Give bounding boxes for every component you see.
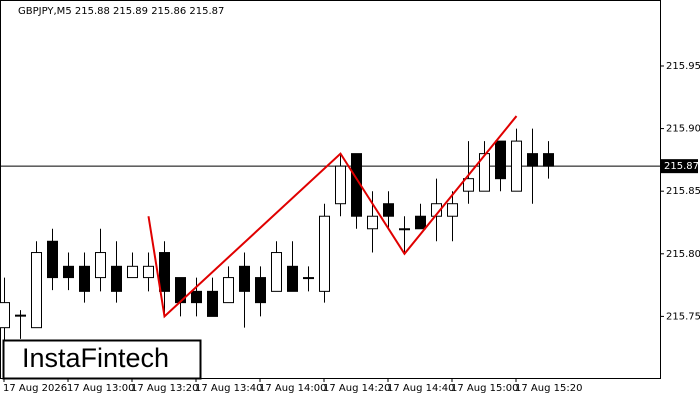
candle-body	[463, 178, 474, 192]
chart-title: GBPJPY,M5 215.88 215.89 215.86 215.87	[18, 6, 224, 17]
candle-body	[223, 277, 234, 304]
candle-body	[31, 252, 42, 329]
candle-body	[383, 203, 394, 217]
last-price-label: 215.87	[664, 161, 699, 172]
candle-body	[239, 265, 250, 292]
candle-body	[431, 203, 442, 217]
candle-body	[143, 265, 154, 279]
candle-body	[63, 265, 74, 279]
candle-body	[367, 215, 378, 230]
candle-body	[511, 140, 522, 192]
candle-body	[335, 165, 346, 205]
x-tick-label: 17 Aug 15:00	[451, 383, 518, 394]
candle-body	[159, 252, 170, 292]
candle-body	[15, 314, 26, 317]
candle-body	[127, 265, 138, 279]
x-tick-label: 17 Aug 14:40	[387, 383, 454, 394]
candle-body	[111, 265, 122, 292]
candle-body	[303, 277, 314, 280]
logo: InstaFintech	[22, 343, 169, 373]
candle-body	[527, 153, 538, 167]
x-tick-label: 17 Aug 14:20	[323, 383, 390, 394]
y-tick-label: 215.90	[666, 124, 700, 135]
candle-body	[399, 228, 410, 231]
candle-body	[479, 153, 490, 192]
plot-frame	[0, 0, 661, 379]
candle-body	[319, 215, 330, 292]
candle-body	[495, 140, 506, 180]
last-price-box	[660, 159, 698, 174]
pattern-line	[147, 115, 518, 319]
candle-body	[47, 240, 58, 279]
candle-body	[415, 215, 426, 230]
x-tick-label: 17 Aug 13:40	[195, 383, 262, 394]
y-tick-label: 215.95	[666, 61, 700, 72]
candle-body	[79, 265, 90, 292]
x-tick-label: 17 Aug 2026	[3, 383, 67, 394]
x-tick-label: 17 Aug 14:00	[259, 383, 326, 394]
candle-body	[0, 302, 10, 329]
y-tick-label: 215.85	[666, 186, 700, 197]
candle-body	[543, 153, 554, 167]
y-tick-label: 215.75	[666, 311, 700, 322]
candle-body	[447, 203, 458, 217]
candle-body	[271, 252, 282, 292]
logo-box	[2, 339, 202, 380]
x-tick-label: 17 Aug 13:00	[67, 383, 134, 394]
candle-body	[287, 265, 298, 292]
candle-body	[95, 252, 106, 279]
x-tick-label: 17 Aug 13:20	[131, 383, 198, 394]
candle-body	[191, 290, 202, 304]
candle-body	[207, 290, 218, 317]
y-tick-label: 215.80	[666, 249, 700, 260]
x-tick-label: 17 Aug 15:20	[515, 383, 582, 394]
candle-body	[255, 277, 266, 304]
